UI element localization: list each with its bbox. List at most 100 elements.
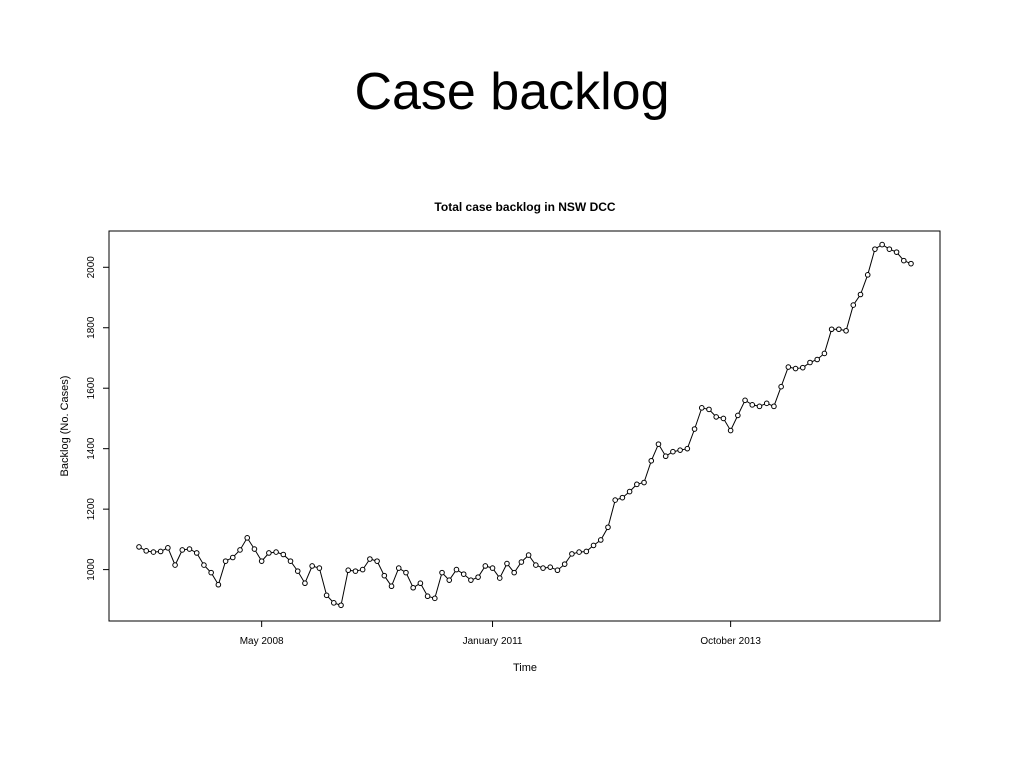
data-point — [475, 574, 481, 580]
data-point — [799, 364, 806, 371]
data-point — [864, 272, 871, 278]
data-point — [352, 568, 359, 574]
data-point — [201, 562, 207, 568]
data-point — [381, 572, 388, 579]
data-point — [432, 595, 438, 602]
data-point — [908, 260, 914, 267]
data-point — [561, 561, 568, 567]
y-axis-label: Backlog (No. Cases) — [59, 376, 71, 477]
data-point — [677, 447, 683, 453]
data-point — [569, 551, 575, 557]
plot-frame — [108, 230, 941, 622]
data-point — [511, 569, 517, 576]
data-point — [165, 545, 171, 551]
data-point — [886, 246, 893, 252]
data-point — [771, 403, 777, 410]
data-point — [496, 575, 503, 581]
data-point — [662, 453, 669, 460]
data-point — [345, 567, 352, 574]
data-point — [424, 593, 431, 600]
data-point — [698, 405, 705, 411]
data-point — [136, 544, 142, 550]
data-point — [215, 581, 222, 588]
data-point — [294, 568, 301, 574]
y-tick-label: 1600 — [86, 377, 97, 400]
data-point — [821, 350, 828, 357]
data-point — [850, 302, 857, 308]
data-point — [316, 565, 323, 571]
data-point — [179, 547, 186, 553]
data-point — [323, 592, 330, 599]
data-point — [518, 559, 525, 565]
data-point — [439, 569, 445, 576]
data-point — [525, 552, 532, 558]
data-point — [143, 548, 150, 554]
data-point — [280, 551, 287, 558]
data-point — [778, 383, 784, 390]
data-point — [157, 548, 164, 555]
data-point — [670, 448, 676, 455]
data-point — [547, 564, 554, 570]
data-point — [634, 481, 640, 488]
data-point — [533, 562, 539, 568]
data-point — [684, 445, 691, 452]
data-point — [367, 556, 373, 562]
data-point — [735, 412, 741, 419]
y-tick-label: 1400 — [86, 437, 97, 460]
data-point — [208, 569, 214, 576]
data-point — [857, 291, 864, 298]
data-point — [641, 479, 647, 486]
x-axis: May 2008 January 2011 October 2013 — [240, 621, 761, 647]
data-point — [713, 414, 719, 420]
data-point — [872, 246, 878, 252]
data-point — [720, 415, 727, 422]
data-point — [691, 426, 698, 432]
data-point — [807, 359, 813, 366]
x-tick-label: May 2008 — [240, 636, 284, 647]
data-point — [554, 567, 561, 574]
data-point — [814, 356, 821, 363]
data-point — [756, 403, 763, 410]
data-point — [749, 402, 756, 408]
data-point — [186, 546, 193, 552]
data-point — [287, 558, 294, 564]
data-point — [359, 566, 366, 573]
data-point — [150, 549, 157, 555]
data-point — [222, 558, 229, 564]
series-backlog — [136, 241, 914, 609]
data-point — [655, 441, 662, 447]
data-point — [893, 249, 900, 255]
data-point — [258, 558, 265, 564]
slide-title: Case backlog — [354, 63, 670, 121]
data-point — [828, 326, 835, 333]
data-point — [251, 546, 258, 552]
x-tick-label: January 2011 — [463, 636, 523, 647]
data-point — [273, 549, 279, 555]
data-point — [489, 565, 496, 571]
data-point — [879, 241, 885, 248]
data-point — [648, 457, 655, 464]
y-tick-label: 1200 — [86, 498, 97, 521]
data-point — [309, 563, 315, 569]
data-point — [468, 577, 474, 583]
data-point — [417, 580, 424, 587]
data-point — [229, 554, 236, 561]
data-point — [266, 550, 272, 556]
data-point — [836, 326, 842, 333]
data-point — [792, 365, 799, 372]
data-point — [410, 584, 416, 591]
y-tick-label: 2000 — [86, 256, 97, 279]
data-point — [172, 562, 178, 568]
data-point — [403, 569, 409, 576]
x-tick-label: October 2013 — [700, 636, 761, 647]
data-point — [460, 571, 467, 577]
data-point — [785, 364, 792, 370]
data-point — [742, 397, 748, 404]
data-point — [706, 406, 712, 413]
data-point — [302, 580, 308, 587]
data-point — [576, 549, 582, 555]
data-point — [504, 560, 510, 567]
data-point — [338, 602, 344, 609]
data-point — [193, 550, 200, 556]
